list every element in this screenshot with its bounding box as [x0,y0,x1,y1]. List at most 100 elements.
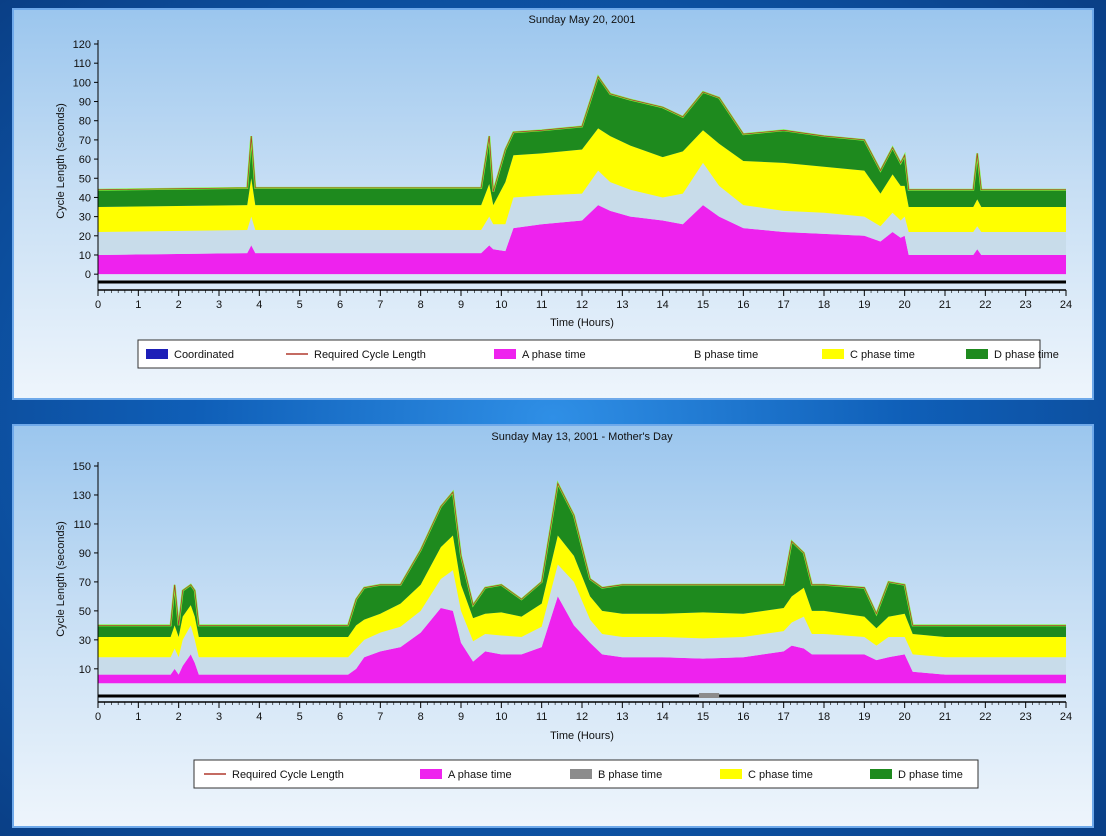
legend-swatch-a-phase-time [494,349,516,359]
x-tick-label: 6 [337,299,343,311]
cycle-length-chart-may-20: Sunday May 20, 2001 Cycle Length (seconds… [55,14,1072,369]
x-tick-label: 20 [899,299,911,311]
x-tick-label: 17 [778,299,790,311]
x-tick-label: 16 [737,299,749,311]
y-tick-label: 50 [79,173,91,185]
chart-title: Sunday May 13, 2001 - Mother's Day [491,431,673,443]
baseline-bar [98,694,1066,698]
y-tick-label: 80 [79,116,91,128]
y-tick-label: 10 [79,250,91,262]
x-tick-label: 14 [657,711,669,723]
x-tick-label: 1 [135,299,141,311]
legend-swatch-c-phase-time [720,769,742,779]
y-tick-label: 70 [79,577,91,589]
required-cycle-length-line [97,75,1066,192]
y-axis-label: Cycle Length (seconds) [55,521,67,637]
y-tick-label: 110 [73,58,91,70]
x-tick-label: 18 [818,299,830,311]
legend-label-a-phase-time: A phase time [522,349,586,361]
x-tick-label: 12 [576,711,588,723]
area-a-phase-time [98,205,1066,275]
legend-swatch-b-phase-time [570,769,592,779]
y-tick-label: 90 [79,97,91,109]
legend-label-d-phase-time: D phase time [994,349,1059,361]
y-tick-label: 150 [73,461,91,473]
legend-swatch-d-phase-time [870,769,892,779]
area-b-phase-time [98,162,1066,255]
legend-label-coordinated: Coordinated [174,349,234,361]
x-tick-label: 13 [616,299,628,311]
area-c-phase-time [98,535,1066,658]
x-tick-label: 5 [297,299,303,311]
x-tick-label: 11 [536,299,547,311]
x-tick-label: 2 [176,711,182,723]
y-tick-label: 20 [79,231,91,243]
y-tick-label: 0 [85,269,91,281]
x-tick-label: 20 [899,711,911,723]
y-tick-label: 40 [79,192,91,204]
x-tick-label: 19 [858,711,870,723]
x-tick-label: 16 [737,711,749,723]
x-tick-label: 9 [458,711,464,723]
x-tick-label: 9 [458,299,464,311]
x-tick-label: 15 [697,299,709,311]
x-tick-label: 24 [1060,711,1072,723]
y-tick-label: 130 [73,490,91,502]
baseline-bar [98,280,1066,284]
required-cycle-length-line [98,482,1066,626]
x-tick-label: 14 [657,299,669,311]
x-tick-label: 3 [216,711,222,723]
x-tick-label: 2 [176,299,182,311]
x-tick-label: 1 [135,711,141,723]
y-tick-label: 60 [79,154,91,166]
x-tick-label: 23 [1020,299,1032,311]
x-tick-label: 6 [337,711,343,723]
y-axis-label: Cycle Length (seconds) [55,103,67,219]
x-tick-label: 21 [939,299,951,311]
x-tick-label: 0 [95,299,101,311]
y-tick-label: 30 [79,635,91,647]
legend-label-c-phase-time: C phase time [850,349,915,361]
y-tick-label: 90 [79,548,91,560]
x-tick-label: 8 [418,711,424,723]
x-tick-label: 15 [697,711,709,723]
x-axis-label: Time (Hours) [550,317,614,329]
x-tick-label: 21 [939,711,951,723]
legend-swatch-d-phase-time [966,349,988,359]
area-d-phase-time [98,483,1066,637]
legend-label-c-phase-time: C phase time [748,769,813,781]
legend-label-b-phase-time: B phase time [598,769,662,781]
x-tick-label: 7 [377,711,383,723]
x-tick-label: 5 [297,711,303,723]
x-tick-label: 3 [216,299,222,311]
x-tick-label: 4 [256,711,262,723]
x-tick-label: 12 [576,299,588,311]
legend-label-required-cycle-length: Required Cycle Length [232,769,344,781]
cycle-length-chart-may-13: Sunday May 13, 2001 - Mother's Day Cycle … [55,431,1072,789]
legend-label-a-phase-time: A phase time [448,769,512,781]
x-tick-label: 10 [495,711,507,723]
chart-panel-bottom: Sunday May 13, 2001 - Mother's Day Cycle … [12,424,1094,828]
x-tick-label: 4 [256,299,262,311]
x-tick-label: 23 [1020,711,1032,723]
x-tick-label: 24 [1060,299,1072,311]
x-tick-label: 8 [418,299,424,311]
x-tick-label: 7 [377,299,383,311]
y-tick-label: 10 [79,664,91,676]
area-a-phase-time [98,596,1066,684]
x-tick-label: 18 [818,711,830,723]
chart-panel-top: Sunday May 20, 2001 Cycle Length (seconds… [12,8,1094,400]
x-tick-label: 22 [979,711,991,723]
x-tick-label: 10 [495,299,507,311]
y-tick-label: 120 [73,39,91,51]
y-tick-label: 70 [79,135,91,147]
x-axis-label: Time (Hours) [550,730,614,742]
area-c-phase-time [98,128,1066,232]
legend-swatch-coordinated [146,349,168,359]
y-tick-label: 100 [73,77,91,89]
legend-swatch-c-phase-time [822,349,844,359]
area-b-phase-time [98,564,1066,675]
chart-title: Sunday May 20, 2001 [528,14,635,26]
y-tick-label: 110 [73,519,91,531]
b-phase-marker [698,693,720,698]
